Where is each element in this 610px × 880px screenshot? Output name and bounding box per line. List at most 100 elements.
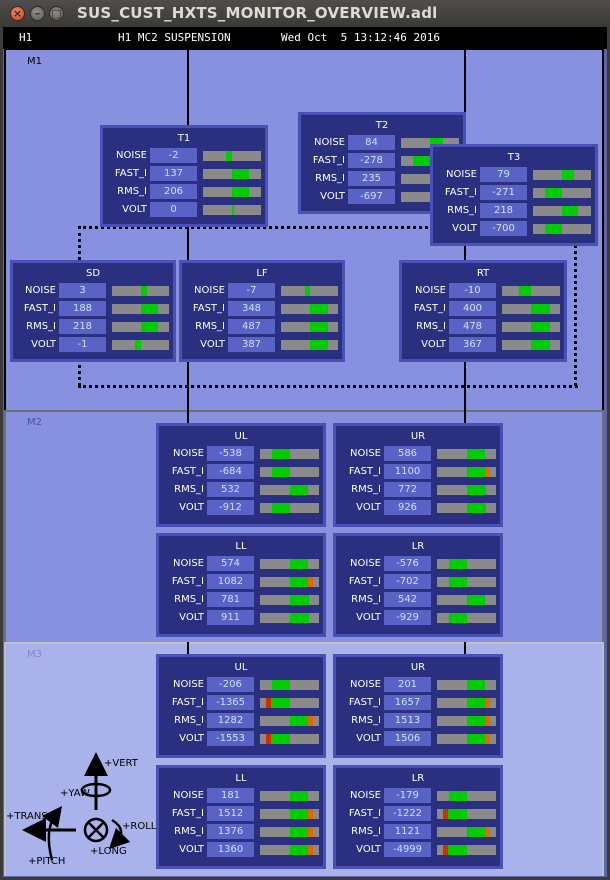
- osem-row-label: FAST_I: [348, 808, 381, 819]
- osem-level-bar: [260, 467, 319, 477]
- osem-row: FAST_I 137: [103, 166, 265, 182]
- osem-row-label: VOLT: [421, 339, 446, 350]
- bar-fill-green: [290, 485, 308, 495]
- suspension-wire-right-m2: [464, 410, 466, 430]
- osem-panel-m2-ll: LL NOISE 574 FAST_I 1082 RMS_I 781 VOLT 911: [156, 533, 326, 637]
- osem-row-label: VOLT: [31, 339, 56, 350]
- bar-fill-green: [226, 151, 232, 161]
- osem-title: UR: [410, 431, 426, 442]
- bar-fill-green: [448, 845, 467, 855]
- osem-level-bar: [260, 809, 319, 819]
- osem-level-bar: [203, 205, 261, 215]
- suspension-wire-left: [187, 48, 189, 410]
- osem-level-bar: [260, 449, 319, 459]
- osem-value-readout: -684: [207, 464, 254, 479]
- osem-value-readout: 586: [384, 446, 431, 461]
- osem-row: VOLT 926: [336, 500, 500, 516]
- osem-row-label: NOISE: [173, 448, 204, 459]
- osem-title: LR: [411, 773, 425, 784]
- maximize-icon: □: [51, 7, 62, 20]
- suspension-wire-right-m3: [464, 642, 466, 654]
- osem-level-bar: [502, 286, 560, 296]
- osem-panel-m2-lr: LR NOISE -576 FAST_I -702 RMS_I 542 VOLT -929: [333, 533, 503, 637]
- osem-level-bar: [437, 734, 496, 744]
- osem-value-readout: 348: [228, 301, 275, 316]
- osem-row-label: VOLT: [179, 502, 204, 513]
- osem-row-label: NOISE: [194, 285, 225, 296]
- bar-fill-red: [266, 698, 271, 708]
- osem-level-bar: [437, 577, 496, 587]
- osem-level-bar: [203, 169, 261, 179]
- bar-fill-green: [290, 716, 309, 726]
- osem-row-label: FAST_I: [171, 466, 204, 477]
- osem-row: NOISE -179: [336, 788, 500, 804]
- osem-row-label: NOISE: [314, 137, 345, 148]
- osem-row: RMS_I 781: [159, 592, 323, 608]
- osem-level-bar: [203, 187, 261, 197]
- osem-row: FAST_I 1657: [336, 695, 500, 711]
- osem-value-readout: -1: [59, 337, 106, 352]
- osem-row-label: NOISE: [350, 679, 381, 690]
- bar-fill-green: [272, 449, 290, 459]
- osem-value-readout: -1222: [384, 806, 431, 821]
- bar-fill-green: [467, 485, 486, 495]
- osem-value-readout: -1553: [207, 731, 254, 746]
- osem-row-label: RMS_I: [447, 205, 477, 216]
- close-window-button[interactable]: ×: [10, 6, 25, 21]
- bar-fill-green: [305, 286, 310, 296]
- bar-fill-green: [271, 698, 290, 708]
- bar-fill-green: [519, 286, 531, 296]
- bar-fill-green: [135, 340, 141, 350]
- osem-value-readout: -4999: [384, 842, 431, 857]
- osem-row: VOLT -1553: [159, 731, 323, 747]
- bar-fill-green: [271, 734, 290, 744]
- osem-value-readout: 1512: [207, 806, 254, 821]
- bar-fill-green: [562, 170, 574, 180]
- osem-row-label: RMS_I: [351, 484, 381, 495]
- bar-fill-red: [443, 845, 448, 855]
- window-titlebar[interactable]: × – □ SUS_CUST_HXTS_MONITOR_OVERVIEW.adl: [0, 0, 610, 27]
- osem-level-bar: [260, 716, 319, 726]
- maximize-window-button[interactable]: □: [49, 6, 64, 21]
- osem-row: RMS_I 218: [13, 319, 173, 335]
- osem-row-label: NOISE: [350, 558, 381, 569]
- osem-row: FAST_I 348: [182, 301, 342, 317]
- osem-level-bar: [533, 170, 591, 180]
- osem-row-label: NOISE: [350, 448, 381, 459]
- bar-fill-green: [562, 206, 578, 216]
- stage-m2-label: M2: [27, 417, 42, 428]
- osem-title: LR: [411, 541, 425, 552]
- osem-row: VOLT -912: [159, 500, 323, 516]
- osem-row: NOISE -7: [182, 283, 342, 299]
- osem-level-bar: [260, 791, 319, 801]
- osem-row-label: FAST_I: [413, 303, 446, 314]
- long-axis-icon: [83, 817, 109, 843]
- osem-value-readout: 772: [384, 482, 431, 497]
- ifo-label: H1: [19, 31, 33, 44]
- osem-row: FAST_I 188: [13, 301, 173, 317]
- pitch-arrow: [42, 805, 62, 861]
- vert-label: +VERT: [104, 758, 138, 769]
- osem-panel-m2-ul: UL NOISE -538 FAST_I -684 RMS_I 532 VOLT -912: [156, 423, 326, 527]
- osem-value-readout: 387: [228, 337, 275, 352]
- osem-value-readout: 235: [348, 171, 395, 186]
- osem-row: VOLT 367: [402, 337, 564, 353]
- osem-level-bar: [533, 188, 591, 198]
- osem-value-readout: -10: [449, 283, 496, 298]
- osem-level-bar: [437, 559, 496, 569]
- osem-level-bar: [437, 845, 496, 855]
- osem-row: NOISE 3: [13, 283, 173, 299]
- osem-level-bar: [533, 224, 591, 234]
- bar-fill-green: [310, 304, 328, 314]
- osem-value-readout: -7: [228, 283, 275, 298]
- osem-row-label: NOISE: [446, 169, 477, 180]
- osem-level-bar: [260, 595, 319, 605]
- osem-level-bar: [260, 827, 319, 837]
- osem-level-bar: [203, 151, 261, 161]
- osem-row: FAST_I -1222: [336, 806, 500, 822]
- osem-value-readout: 1082: [207, 574, 254, 589]
- osem-level-bar: [112, 322, 169, 332]
- osem-level-bar: [437, 613, 496, 623]
- osem-level-bar: [112, 286, 169, 296]
- minimize-window-button[interactable]: –: [30, 6, 45, 21]
